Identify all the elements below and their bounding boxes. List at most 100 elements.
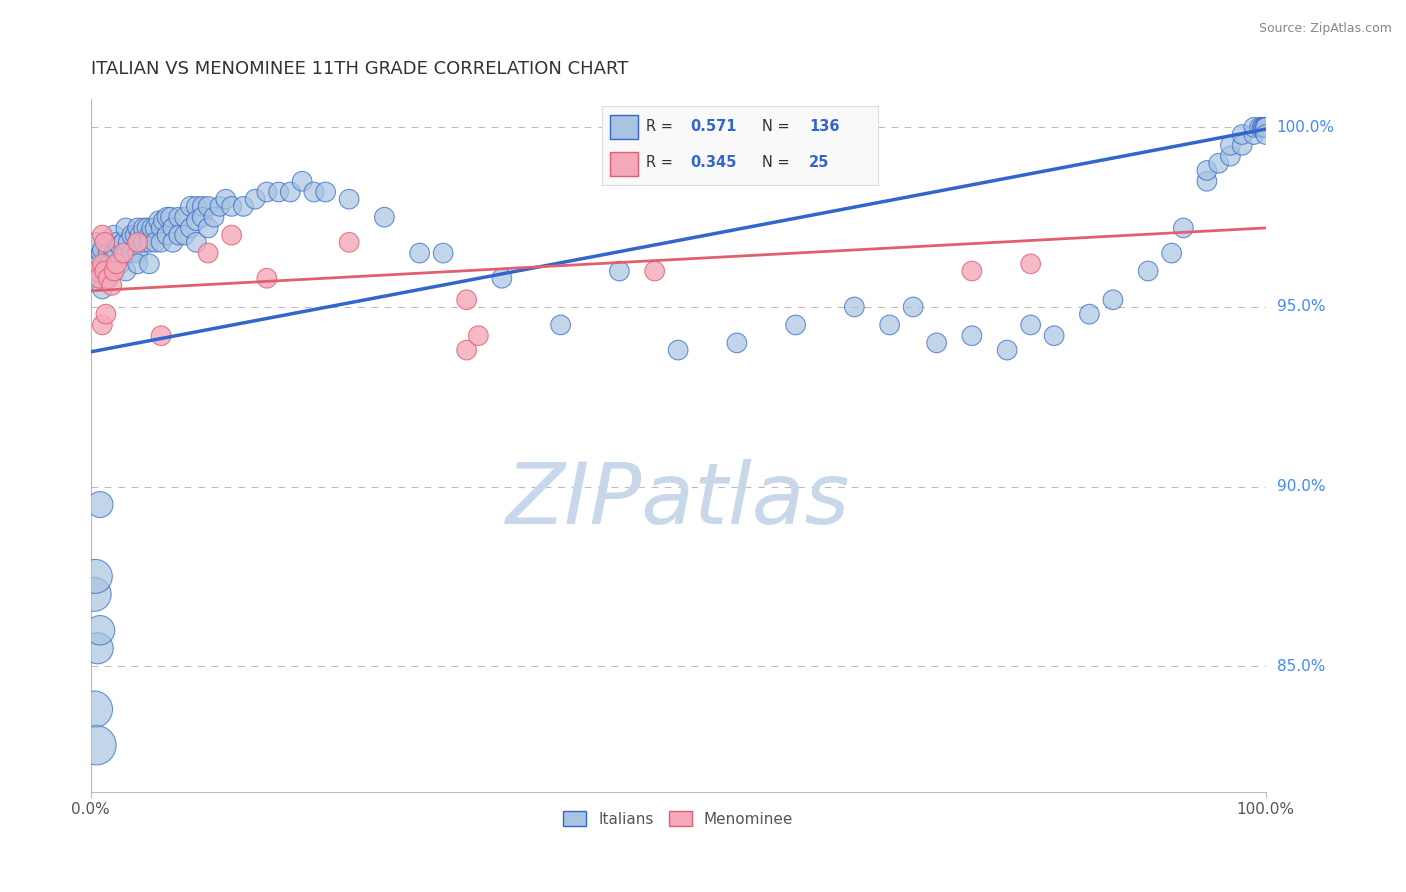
- Point: [191, 210, 214, 224]
- Point: [103, 246, 125, 260]
- Point: [925, 335, 948, 350]
- Point: [1195, 163, 1218, 178]
- Point: [141, 221, 163, 235]
- Point: [117, 235, 139, 250]
- Point: [1249, 120, 1271, 135]
- Point: [138, 228, 160, 243]
- Point: [97, 271, 120, 285]
- Point: [83, 587, 105, 601]
- Point: [1219, 138, 1241, 153]
- Point: [83, 702, 105, 716]
- Point: [150, 221, 173, 235]
- Text: 85.0%: 85.0%: [1277, 658, 1324, 673]
- Point: [1253, 120, 1275, 135]
- Point: [337, 235, 360, 250]
- Point: [960, 264, 983, 278]
- Point: [1254, 128, 1277, 142]
- Point: [127, 235, 149, 250]
- Point: [86, 738, 108, 752]
- Point: [127, 246, 149, 260]
- Point: [191, 199, 214, 213]
- Point: [91, 282, 114, 296]
- Point: [167, 210, 190, 224]
- Point: [97, 246, 120, 260]
- Point: [108, 257, 131, 271]
- Point: [208, 199, 231, 213]
- Point: [725, 335, 748, 350]
- Point: [173, 228, 195, 243]
- Point: [1230, 128, 1253, 142]
- Point: [86, 264, 108, 278]
- Point: [491, 271, 513, 285]
- Point: [127, 257, 149, 271]
- Point: [373, 210, 395, 224]
- Point: [91, 264, 114, 278]
- Point: [91, 243, 114, 257]
- Point: [91, 257, 114, 271]
- Point: [186, 199, 208, 213]
- Point: [127, 235, 149, 250]
- Point: [186, 235, 208, 250]
- Point: [1230, 138, 1253, 153]
- Point: [97, 264, 120, 278]
- Point: [267, 185, 290, 199]
- Point: [132, 221, 155, 235]
- Point: [197, 199, 219, 213]
- Point: [150, 328, 173, 343]
- Point: [1173, 221, 1195, 235]
- Point: [89, 624, 111, 638]
- Point: [100, 278, 122, 293]
- Point: [215, 192, 238, 206]
- Point: [197, 246, 219, 260]
- Point: [103, 264, 125, 278]
- Point: [844, 300, 866, 314]
- Point: [1078, 307, 1101, 321]
- Point: [221, 199, 243, 213]
- Point: [103, 264, 125, 278]
- Point: [1208, 156, 1230, 170]
- Point: [243, 192, 266, 206]
- Point: [90, 246, 112, 260]
- Point: [129, 228, 152, 243]
- Point: [995, 343, 1018, 357]
- Point: [93, 264, 115, 278]
- Point: [609, 264, 631, 278]
- Text: ZIPatlas: ZIPatlas: [506, 459, 851, 542]
- Point: [179, 221, 201, 235]
- Point: [162, 221, 184, 235]
- Point: [93, 257, 115, 271]
- Point: [138, 235, 160, 250]
- Point: [1253, 120, 1275, 135]
- Point: [86, 641, 108, 656]
- Point: [159, 210, 181, 224]
- Point: [93, 235, 115, 250]
- Point: [179, 199, 201, 213]
- Point: [150, 235, 173, 250]
- Point: [115, 264, 138, 278]
- Point: [186, 213, 208, 227]
- Text: Source: ZipAtlas.com: Source: ZipAtlas.com: [1258, 22, 1392, 36]
- Point: [136, 221, 159, 235]
- Point: [232, 199, 254, 213]
- Point: [87, 271, 110, 285]
- Point: [1254, 120, 1277, 135]
- Point: [87, 257, 110, 271]
- Point: [152, 213, 174, 227]
- Point: [91, 228, 114, 243]
- Point: [124, 228, 146, 243]
- Point: [148, 213, 170, 227]
- Point: [644, 264, 666, 278]
- Point: [1043, 328, 1066, 343]
- Point: [1195, 174, 1218, 188]
- Point: [156, 228, 179, 243]
- Point: [156, 210, 179, 224]
- Point: [138, 257, 160, 271]
- Point: [1254, 120, 1277, 135]
- Point: [337, 192, 360, 206]
- Text: 100.0%: 100.0%: [1277, 120, 1334, 135]
- Point: [127, 221, 149, 235]
- Point: [94, 307, 117, 321]
- Point: [1251, 120, 1274, 135]
- Point: [302, 185, 325, 199]
- Point: [197, 221, 219, 235]
